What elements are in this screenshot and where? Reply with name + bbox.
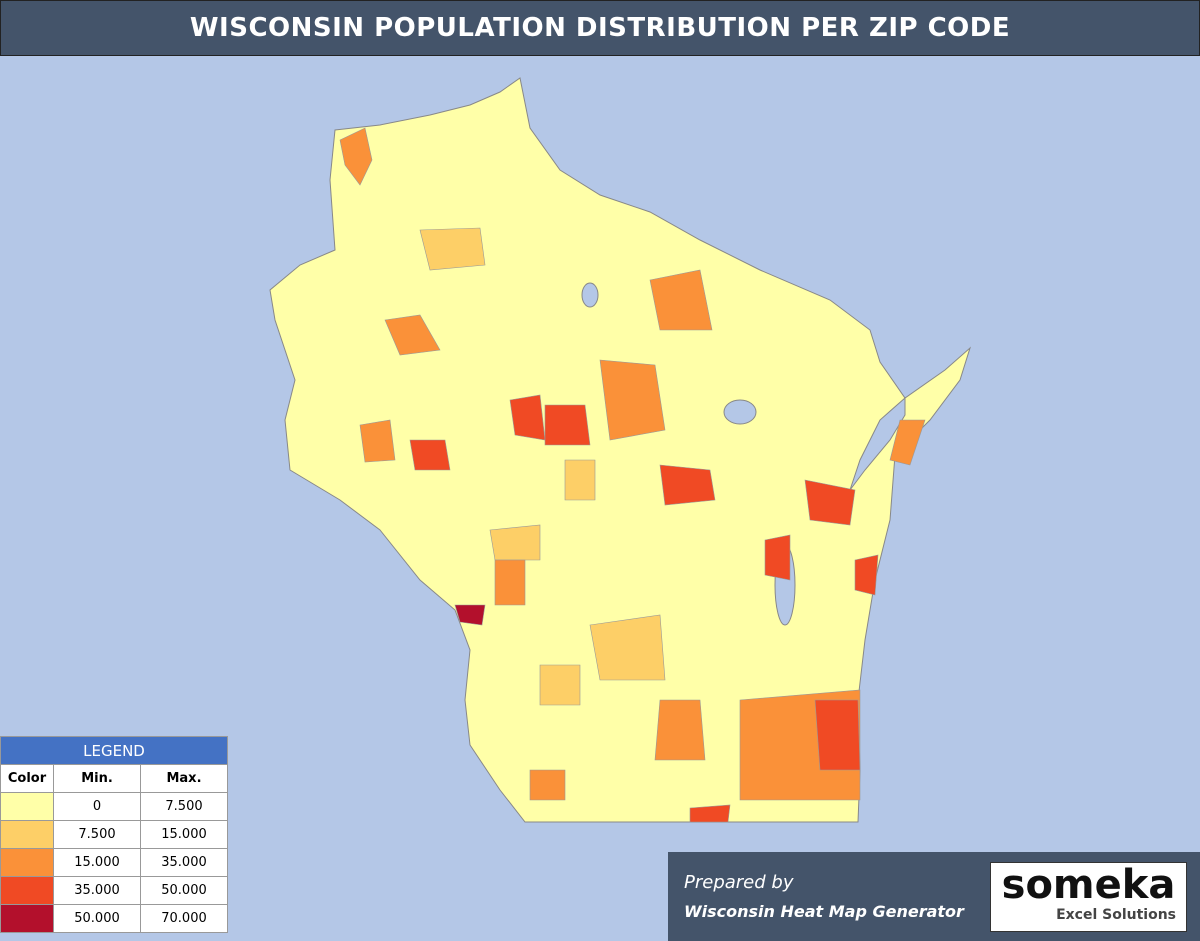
legend-row: 35.000 50.000 [0,876,228,905]
legend-max: 70.000 [140,904,228,933]
legend-swatch [0,848,54,877]
legend-column: Min. [53,764,141,793]
legend-title: LEGEND [0,736,228,765]
legend-max: 50.000 [140,876,228,905]
product-name: Wisconsin Heat Map Generator [684,902,964,921]
legend-min: 35.000 [53,876,141,905]
legend-min: 15.000 [53,848,141,877]
legend-column: Color [0,764,54,793]
legend-swatch [0,820,54,849]
title: WISCONSIN POPULATION DISTRIBUTION PER ZI… [189,13,1011,43]
legend-swatch [0,904,54,933]
logo-tagline: Excel Solutions [1056,907,1176,923]
logo: someka Excel Solutions [990,862,1187,932]
water-green-bay [849,396,906,491]
zip-regions [339,127,926,823]
prepared-by: Prepared by [684,872,794,893]
legend-max: 7.500 [140,792,228,821]
legend-row: 7.500 15.000 [0,820,228,849]
footer: Prepared by Wisconsin Heat Map Generator… [668,852,1200,941]
legend-min: 7.500 [53,820,141,849]
legend-min: 50.000 [53,904,141,933]
legend-min: 0 [53,792,141,821]
logo-name: someka [1001,862,1176,908]
title-bar: WISCONSIN POPULATION DISTRIBUTION PER ZI… [0,0,1200,56]
legend-row: 50.000 70.000 [0,904,228,933]
legend-swatch [0,876,54,905]
legend-row: 0 7.500 [0,792,228,821]
legend-column: Max. [140,764,228,793]
lake [581,282,599,308]
legend: LEGEND Color Min. Max. 0 7.500 7.500 15.000… [0,736,228,933]
legend-max: 35.000 [140,848,228,877]
legend-max: 15.000 [140,820,228,849]
legend-swatch [0,792,54,821]
lake [723,399,757,425]
legend-row: 15.000 35.000 [0,848,228,877]
